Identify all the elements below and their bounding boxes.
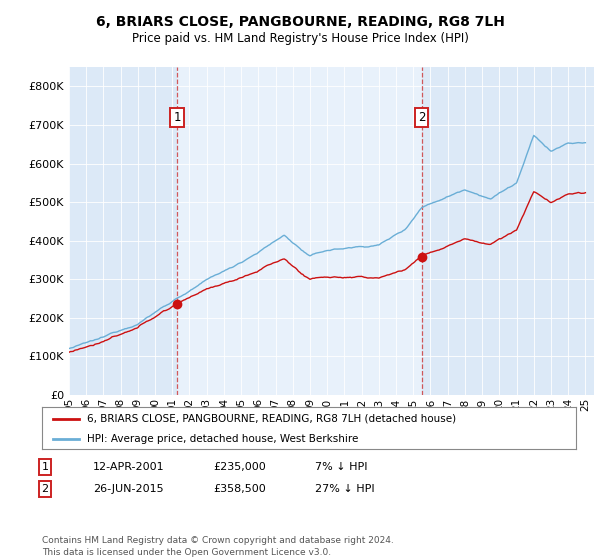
Text: 2: 2 — [41, 484, 49, 494]
Text: Price paid vs. HM Land Registry's House Price Index (HPI): Price paid vs. HM Land Registry's House … — [131, 32, 469, 45]
Text: HPI: Average price, detached house, West Berkshire: HPI: Average price, detached house, West… — [88, 433, 359, 444]
Text: 6, BRIARS CLOSE, PANGBOURNE, READING, RG8 7LH: 6, BRIARS CLOSE, PANGBOURNE, READING, RG… — [95, 15, 505, 29]
Text: £358,500: £358,500 — [213, 484, 266, 494]
Text: £235,000: £235,000 — [213, 462, 266, 472]
Bar — [177, 67, 422, 395]
Text: Contains HM Land Registry data © Crown copyright and database right 2024.
This d: Contains HM Land Registry data © Crown c… — [42, 536, 394, 557]
Text: 2: 2 — [418, 111, 425, 124]
Text: 12-APR-2001: 12-APR-2001 — [93, 462, 164, 472]
Text: 27% ↓ HPI: 27% ↓ HPI — [315, 484, 374, 494]
Text: 1: 1 — [173, 111, 181, 124]
Text: 6, BRIARS CLOSE, PANGBOURNE, READING, RG8 7LH (detached house): 6, BRIARS CLOSE, PANGBOURNE, READING, RG… — [88, 414, 457, 424]
Text: 26-JUN-2015: 26-JUN-2015 — [93, 484, 164, 494]
Text: 7% ↓ HPI: 7% ↓ HPI — [315, 462, 367, 472]
Text: 1: 1 — [41, 462, 49, 472]
